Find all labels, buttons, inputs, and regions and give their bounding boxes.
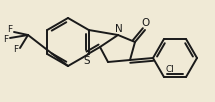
Text: N: N: [115, 24, 123, 34]
Text: O: O: [142, 18, 150, 28]
Text: F: F: [3, 34, 8, 43]
Text: F: F: [7, 24, 12, 33]
Text: S: S: [84, 56, 90, 66]
Text: Cl: Cl: [166, 65, 175, 74]
Text: F: F: [13, 44, 18, 54]
